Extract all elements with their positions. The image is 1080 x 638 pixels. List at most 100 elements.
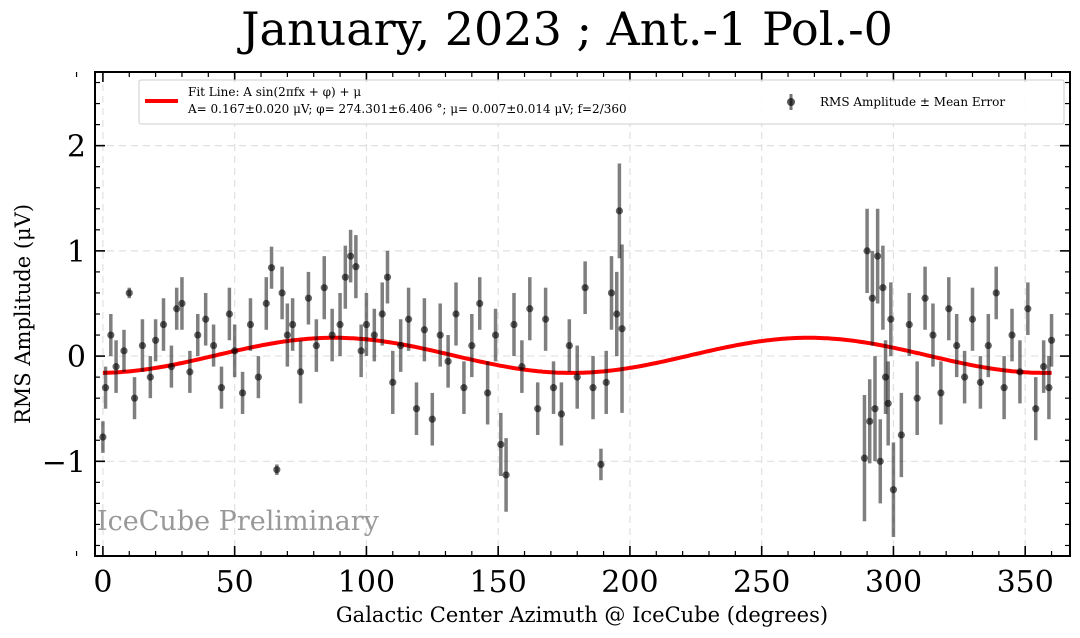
data-point — [968, 287, 977, 351]
data-point — [328, 308, 336, 362]
data-point — [557, 382, 566, 446]
point-marker — [347, 252, 355, 260]
point-marker — [615, 207, 623, 215]
point-marker — [209, 341, 218, 350]
data-point — [913, 361, 921, 435]
point-marker — [173, 305, 181, 313]
point-marker — [254, 373, 262, 381]
point-marker — [328, 331, 336, 339]
data-point — [404, 287, 413, 351]
y-tick-label: 0 — [67, 340, 86, 375]
point-marker — [597, 460, 605, 469]
data-point — [336, 292, 344, 357]
data-point — [347, 229, 355, 283]
data-point — [217, 366, 226, 409]
data-point — [871, 356, 879, 462]
data-point — [618, 244, 626, 413]
data-point — [167, 345, 176, 388]
point-marker — [863, 247, 871, 255]
data-point — [460, 361, 468, 414]
point-marker — [125, 289, 133, 297]
data-point — [159, 298, 168, 351]
point-marker — [1000, 384, 1008, 392]
data-point — [194, 314, 202, 357]
x-tick-label: 0 — [93, 565, 112, 600]
data-point — [884, 361, 892, 446]
point-marker — [913, 394, 921, 402]
data-point — [897, 392, 905, 478]
point-marker — [152, 336, 160, 344]
data-point — [866, 379, 874, 464]
data-point — [273, 464, 281, 475]
data-point — [107, 314, 115, 357]
point-marker — [613, 310, 621, 318]
point-marker — [304, 294, 313, 302]
point-marker — [1024, 305, 1032, 313]
data-point — [1045, 356, 1053, 420]
point-marker — [929, 331, 937, 339]
data-point — [289, 298, 297, 351]
point-marker — [581, 284, 589, 292]
point-marker — [186, 368, 194, 376]
data-point — [476, 277, 484, 330]
data-point — [202, 292, 210, 346]
data-point — [502, 438, 510, 512]
point-marker — [412, 405, 421, 413]
point-marker — [246, 320, 255, 329]
point-marker — [397, 341, 405, 350]
point-marker — [502, 471, 510, 479]
data-point — [1040, 340, 1048, 393]
data-point — [152, 319, 160, 362]
point-marker — [497, 440, 505, 449]
data-point — [518, 340, 526, 393]
point-marker — [120, 347, 128, 355]
data-point — [534, 382, 542, 435]
data-point — [262, 277, 270, 330]
data-point — [186, 350, 194, 393]
data-point — [497, 412, 505, 477]
point-marker — [202, 315, 210, 323]
data-point — [320, 256, 328, 320]
point-marker — [468, 341, 476, 350]
data-point — [613, 271, 621, 357]
x-tick-label: 250 — [733, 565, 790, 600]
point-marker — [267, 264, 276, 272]
point-marker — [868, 294, 876, 302]
data-point — [420, 298, 428, 362]
point-marker — [404, 315, 413, 323]
point-marker — [589, 384, 597, 392]
point-marker — [389, 378, 397, 386]
data-point — [1032, 377, 1040, 441]
data-point — [945, 277, 953, 341]
data-point — [526, 277, 534, 341]
x-tick-label: 350 — [997, 565, 1054, 600]
chart-title: January, 2023 ; Ant.-1 Pol.-0 — [237, 2, 893, 56]
point-marker — [112, 363, 120, 371]
point-marker — [460, 384, 468, 392]
data-point — [101, 366, 110, 409]
point-marker — [565, 341, 573, 350]
data-point — [246, 298, 255, 351]
legend-points-marker — [787, 98, 795, 106]
y-tick-label: 1 — [67, 235, 86, 270]
point-marker — [231, 347, 239, 355]
data-point — [542, 287, 550, 351]
point-marker — [159, 320, 168, 329]
data-point — [267, 246, 276, 289]
point-marker — [860, 454, 869, 462]
legend: Fit Line: A sin(2πfx + φ) + μ A= 0.167±0… — [138, 79, 1065, 125]
data-point — [357, 324, 365, 378]
point-marker — [945, 305, 953, 313]
data-point — [510, 292, 518, 357]
legend-points-label: RMS Amplitude ± Mean Error — [820, 95, 1005, 109]
watermark-group: IceCube Preliminary — [97, 506, 380, 537]
y-tick-label: −1 — [42, 445, 86, 480]
point-marker — [378, 310, 386, 318]
data-point — [231, 324, 239, 378]
data-point — [484, 361, 492, 425]
data-point — [549, 361, 558, 414]
point-marker — [217, 384, 226, 392]
point-marker — [871, 405, 879, 413]
point-marker — [370, 331, 378, 339]
